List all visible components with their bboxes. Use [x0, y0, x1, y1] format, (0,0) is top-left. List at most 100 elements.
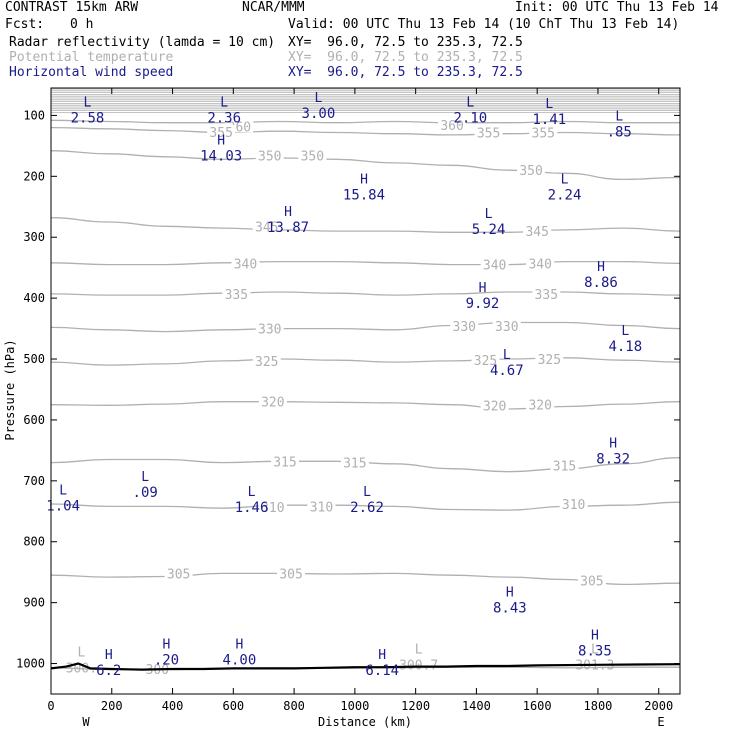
theta-contour-label: 345 — [255, 220, 278, 235]
theta-label-bg — [471, 353, 500, 367]
x-tick-label: 1000 — [340, 699, 369, 713]
theta-contour-label: 350 — [519, 164, 542, 179]
theta-contour-label: 310 — [261, 501, 284, 516]
theta-contour-label: 305 — [167, 567, 190, 582]
wind-extremum-value: 14.03 — [200, 149, 242, 165]
theta-label-bg — [492, 319, 521, 333]
x-tick-label: 1200 — [401, 699, 430, 713]
x-axis-label: Distance (km) — [318, 715, 412, 729]
field-theta-xy: XY= 96.0, 72.5 to 235.3, 72.5 — [288, 50, 523, 65]
theta-contour-330 — [50, 321, 681, 333]
wind-extremum-value: 1.41 — [532, 112, 566, 128]
wind-extremum-value: 8.32 — [596, 451, 630, 467]
wind-extremum-marker: L — [59, 483, 67, 498]
wind-extremum-value: 5.24 — [472, 222, 506, 238]
wind-extremum-value: 13.87 — [267, 220, 309, 236]
theta-label-bg — [438, 118, 467, 132]
forecast-hour: 0 h — [70, 17, 94, 32]
theta-label-bg — [517, 163, 546, 177]
theta-contour-label: 305 — [279, 567, 302, 582]
theta-contour-320 — [50, 401, 681, 410]
wind-extremum-marker: H — [284, 205, 292, 220]
wind-extremum-marker: H — [597, 260, 605, 275]
theta-contour-350 — [50, 150, 681, 181]
y-tick-label: 900 — [23, 596, 45, 610]
x-tick-label: 200 — [101, 699, 123, 713]
theta-label-bg — [559, 496, 588, 510]
wind-extremum-value: 8.86 — [584, 275, 618, 291]
wind-extremum-value: 3.00 — [302, 106, 336, 122]
theta-contour-label: 355 — [477, 126, 500, 141]
theta-contour-label: 350 — [258, 150, 281, 165]
wind-extremum-value: 4.18 — [608, 339, 642, 355]
theta-contour-label: 330 — [453, 320, 476, 335]
theta-contour-label: 310 — [562, 498, 585, 513]
wind-extremum-marker: H — [609, 436, 617, 451]
x-axis-west: W — [82, 715, 90, 729]
wind-extremum-marker: H — [163, 637, 171, 652]
theta-contour-label: 340 — [528, 257, 551, 272]
theta-contour-label: 315 — [273, 455, 296, 470]
theta-label-bg — [258, 500, 287, 514]
wind-extremum-marker: L — [561, 173, 569, 188]
plot-frame — [50, 87, 681, 695]
y-tick-label: 500 — [23, 352, 45, 366]
valid-time: Valid: 00 UTC Thu 13 Feb 14 (10 ChT Thu … — [288, 17, 680, 32]
wind-extremum-value: 8.35 — [578, 643, 612, 659]
wind-extremum-marker: L — [363, 485, 371, 500]
x-tick-label: 1400 — [462, 699, 491, 713]
theta-label-bg — [526, 256, 555, 270]
wind-extremum-value: 6.2 — [96, 663, 121, 679]
wind-extremum-value: 2.58 — [71, 110, 105, 126]
x-tick-label: 0 — [47, 699, 54, 713]
theta-contour-label: 350 — [301, 150, 324, 165]
wind-extremum-value: 1.46 — [235, 500, 269, 516]
theta-contour-label: 310 — [310, 500, 333, 515]
theta-label-bg — [207, 124, 236, 138]
x-tick-label: 1800 — [584, 699, 613, 713]
wind-extremum-marker: L — [545, 97, 553, 112]
theta-contour-label: 320 — [483, 399, 506, 414]
theta-contour-label: 325 — [474, 354, 497, 369]
wind-extremum-value: 2.36 — [207, 110, 241, 126]
theta-extremum-marker: L — [77, 646, 85, 661]
theta-label-bg — [480, 398, 509, 412]
wind-extremum-marker: L — [503, 348, 511, 363]
wind-extremum-marker: L — [248, 485, 256, 500]
theta-contour-label: 340 — [483, 259, 506, 274]
theta-label-bg — [277, 566, 306, 580]
wind-extremum-marker: H — [360, 173, 368, 188]
x-axis-east: E — [657, 715, 664, 729]
x-tick-label: 400 — [162, 699, 184, 713]
y-tick-label: 400 — [23, 291, 45, 305]
wind-extremum-value: 9.92 — [466, 296, 500, 312]
wind-extremum-value: 15.84 — [343, 188, 385, 204]
wind-extremum-value: .85 — [607, 124, 632, 140]
theta-contour-325 — [50, 357, 681, 366]
field-theta-name: Potential temperature — [9, 50, 174, 65]
theta-label-bg — [252, 219, 281, 233]
theta-label-bg — [450, 319, 479, 333]
wind-extremum-value: .20 — [154, 652, 179, 668]
theta-contour-label: 355 — [209, 126, 232, 141]
theta-contour-340 — [50, 260, 681, 266]
theta-label-bg — [222, 286, 251, 300]
wind-extremum-marker: H — [378, 648, 386, 663]
wind-extremum-marker: L — [485, 207, 493, 222]
organization: NCAR/MMM — [242, 0, 305, 15]
theta-label-bg — [231, 256, 260, 270]
theta-label-bg — [307, 499, 336, 513]
theta-contour-label: 340 — [234, 257, 257, 272]
theta-extremum-marker: L — [415, 642, 423, 657]
wind-extremum-value: .09 — [133, 485, 158, 501]
wind-extremum-marker: L — [84, 95, 92, 110]
wind-extremum-marker: L — [466, 95, 474, 110]
wind-extremum-marker: H — [235, 637, 243, 652]
theta-extremum-value: 301.3 — [575, 658, 614, 673]
theta-contour-label: 325 — [538, 353, 561, 368]
init-time: Init: 00 UTC Thu 13 Feb 14 — [515, 0, 719, 15]
theta-contour-label: 360 — [440, 119, 463, 134]
theta-contour-305 — [50, 572, 681, 586]
theta-label-bg — [164, 566, 193, 580]
